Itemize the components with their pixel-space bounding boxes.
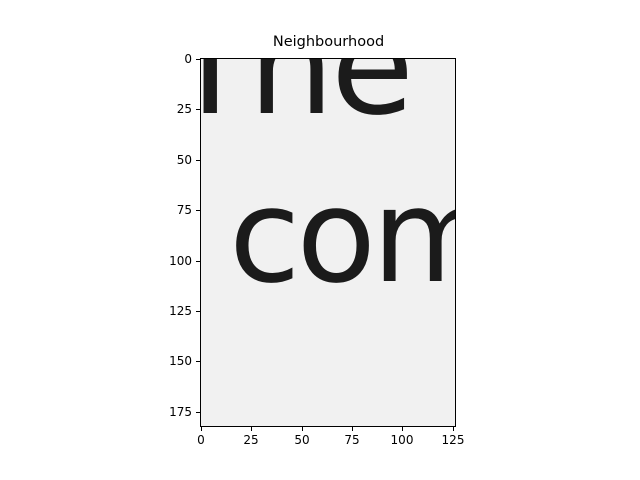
- x-tick-label: 100: [390, 433, 414, 447]
- x-tick-mark: [402, 427, 403, 431]
- y-tick-mark: [196, 261, 200, 262]
- grayscale-text-image: The com: [201, 59, 456, 426]
- y-tick-label: 100: [169, 254, 192, 268]
- x-tick-mark: [352, 427, 353, 431]
- y-tick-label: 50: [176, 153, 192, 167]
- y-tick-label: 25: [176, 102, 192, 116]
- x-tick-mark: [251, 427, 252, 431]
- y-tick-label: 0: [184, 52, 192, 66]
- y-tick-mark: [196, 210, 200, 211]
- x-tick-mark: [201, 427, 202, 431]
- x-tick-label: 125: [441, 433, 465, 447]
- x-tick-label: 50: [294, 433, 310, 447]
- y-tick-mark: [196, 311, 200, 312]
- y-tick-mark: [196, 412, 200, 413]
- x-tick-mark: [453, 427, 454, 431]
- y-tick-label: 175: [169, 405, 192, 419]
- image-text-line-2: com: [229, 160, 456, 312]
- y-tick-mark: [196, 160, 200, 161]
- x-tick-label: 25: [243, 433, 259, 447]
- y-tick-label: 150: [169, 354, 192, 368]
- y-tick-label: 75: [176, 203, 192, 217]
- plot-title: Neighbourhood: [272, 34, 385, 50]
- y-tick-mark: [196, 59, 200, 60]
- x-tick-label: 75: [344, 433, 360, 447]
- y-tick-label: 125: [169, 304, 192, 318]
- y-tick-mark: [196, 109, 200, 110]
- x-tick-label: 0: [197, 433, 205, 447]
- x-tick-mark: [302, 427, 303, 431]
- image-text-line-1: The: [201, 59, 411, 145]
- y-tick-mark: [196, 361, 200, 362]
- image-plot: The com: [200, 58, 456, 427]
